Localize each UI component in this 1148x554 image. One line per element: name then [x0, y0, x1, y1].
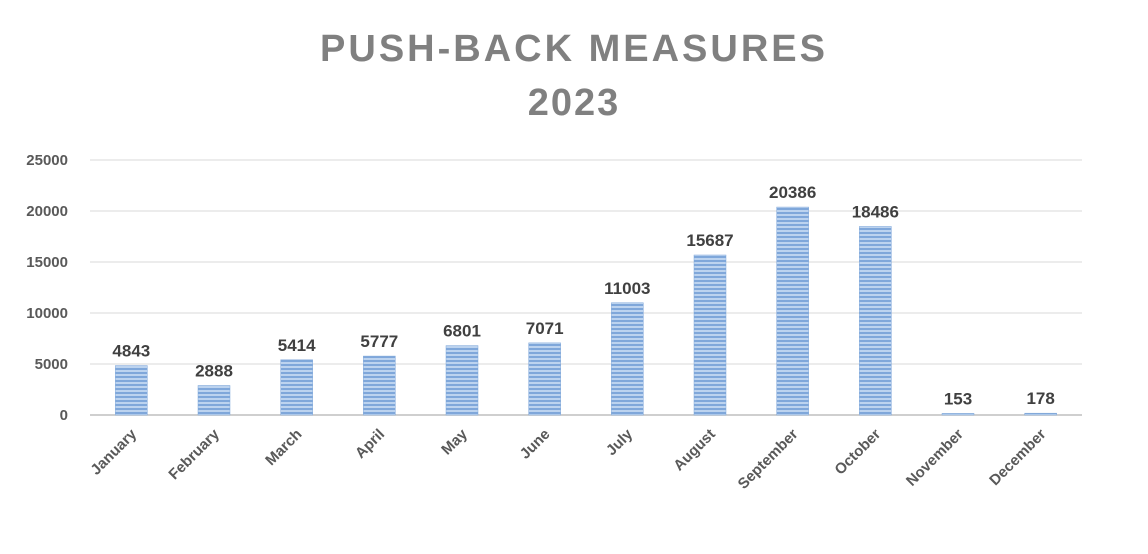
y-tick-label: 25000 — [26, 152, 68, 169]
y-tick-label: 15000 — [26, 254, 68, 271]
data-label: 11003 — [604, 279, 650, 298]
y-tick-label: 0 — [60, 407, 68, 424]
bar — [197, 385, 231, 416]
data-label: 153 — [944, 389, 972, 408]
chart-subtitle: 2023 — [527, 82, 621, 124]
data-label: 18486 — [852, 202, 899, 221]
bar — [941, 413, 975, 416]
x-tick-label: April — [352, 426, 388, 462]
y-tick-label: 5000 — [35, 356, 68, 373]
data-label: 5777 — [360, 332, 398, 351]
data-label: 178 — [1026, 389, 1054, 408]
x-tick-label: January — [87, 425, 140, 478]
y-tick-label: 10000 — [26, 305, 68, 322]
x-tick-label: May — [438, 425, 471, 458]
bar — [859, 226, 892, 416]
data-label: 20386 — [769, 183, 816, 202]
x-tick-label: July — [603, 425, 637, 459]
bar — [776, 206, 809, 416]
bar — [115, 365, 148, 416]
x-tick-label: June — [517, 426, 554, 463]
bar — [363, 355, 396, 416]
data-label: 2888 — [195, 362, 233, 381]
data-label: 6801 — [443, 322, 481, 341]
bar — [693, 254, 727, 416]
x-axis: January February March April May June July Augu… — [87, 425, 1049, 492]
x-tick-label: August — [670, 426, 719, 475]
gridlines — [90, 159, 1082, 416]
x-tick-label: December — [986, 426, 1049, 489]
data-labels: 4843 2888 5414 5777 6801 7071 11003 15687 20386 1… — [112, 183, 1054, 408]
x-tick-label: October — [831, 426, 884, 479]
bar — [611, 302, 644, 416]
x-tick-label: March — [262, 426, 305, 469]
x-tick-label: February — [165, 425, 223, 483]
bar — [445, 345, 479, 416]
data-label: 4843 — [112, 342, 150, 361]
y-tick-label: 20000 — [26, 203, 68, 220]
bar — [528, 342, 561, 416]
bar — [1024, 412, 1057, 416]
data-label: 15687 — [686, 231, 733, 250]
bars — [115, 206, 1057, 416]
chart-title: PUSH-BACK MEASURES — [320, 28, 828, 70]
bar — [280, 359, 313, 416]
data-label: 5414 — [278, 336, 316, 355]
x-tick-label: November — [903, 426, 967, 490]
data-label: 7071 — [526, 319, 564, 338]
y-axis: 0 5000 10000 15000 20000 25000 — [26, 152, 68, 424]
x-tick-label: September — [735, 426, 802, 493]
